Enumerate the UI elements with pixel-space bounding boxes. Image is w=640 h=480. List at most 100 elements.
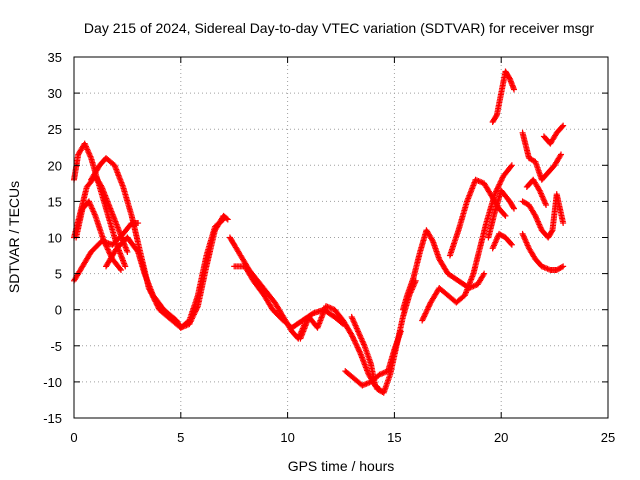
data-point <box>499 175 506 182</box>
data-point <box>355 347 362 354</box>
data-point <box>101 239 108 246</box>
data-point <box>560 220 567 227</box>
series-track-c <box>71 220 142 284</box>
y-tick-label: 25 <box>48 122 62 137</box>
data-point <box>496 181 503 188</box>
data-point <box>104 246 111 253</box>
data-point <box>507 240 514 247</box>
data-point <box>492 189 499 196</box>
y-tick-label: 30 <box>48 86 62 101</box>
series-track-o <box>485 187 518 241</box>
data-point <box>497 178 504 185</box>
data-point <box>349 333 356 340</box>
y-tick-label: 0 <box>55 303 62 318</box>
data-point <box>421 311 428 318</box>
data-point <box>560 263 567 270</box>
plot-frame <box>73 56 609 419</box>
data-point <box>122 263 129 270</box>
data-point <box>507 163 514 170</box>
data-point <box>502 212 509 219</box>
data-point <box>508 162 515 169</box>
data-point <box>557 152 564 159</box>
data-point <box>421 313 428 320</box>
data-points <box>71 68 567 396</box>
data-point <box>375 385 382 392</box>
y-tick-label: -15 <box>43 411 62 426</box>
series-track-t <box>523 176 550 209</box>
chart-title: Day 215 of 2024, Sidereal Day-to-day VTE… <box>84 20 594 36</box>
series-track-k <box>348 313 383 393</box>
data-point <box>353 341 360 348</box>
data-point <box>352 340 359 347</box>
data-point <box>104 245 111 252</box>
y-tick-label: 5 <box>55 267 62 282</box>
data-point <box>495 184 502 191</box>
x-axis-label: GPS time / hours <box>288 458 395 474</box>
y-tick-label: -5 <box>50 339 62 354</box>
series-track-q <box>489 68 518 125</box>
data-point <box>558 264 565 271</box>
data-point <box>548 228 555 235</box>
data-point <box>351 337 358 344</box>
x-tick-label: 5 <box>177 430 184 445</box>
y-tick-label: 10 <box>48 231 62 246</box>
data-point <box>480 271 487 278</box>
data-point <box>420 314 427 321</box>
data-point <box>494 185 501 192</box>
data-point <box>223 215 230 222</box>
x-tick-label: 25 <box>601 430 615 445</box>
data-point <box>511 205 518 212</box>
y-tick-label: 35 <box>48 50 62 65</box>
data-point <box>493 112 500 119</box>
grid <box>74 57 608 418</box>
y-axis-label: SDTVAR / TECUs <box>6 181 22 293</box>
data-point <box>355 345 362 352</box>
data-point <box>356 348 363 355</box>
data-point <box>558 151 565 158</box>
data-point <box>97 182 104 189</box>
data-point <box>481 270 488 277</box>
data-point <box>100 238 107 245</box>
data-point <box>376 386 383 393</box>
series-track-d <box>73 198 124 273</box>
data-point <box>102 242 109 249</box>
y-tick-label: 20 <box>48 158 62 173</box>
series-track-f <box>103 216 227 331</box>
data-point <box>106 249 113 256</box>
data-point <box>397 328 404 335</box>
data-point <box>105 247 112 254</box>
data-point <box>117 266 124 273</box>
data-point <box>493 188 500 195</box>
series-track-p <box>489 230 515 252</box>
data-point <box>348 331 355 338</box>
data-point <box>134 247 141 254</box>
series-track-u <box>519 230 567 273</box>
data-point <box>422 310 429 317</box>
data-point <box>508 241 515 248</box>
data-point <box>102 240 109 247</box>
series-track-v <box>540 122 567 147</box>
series-track-n <box>446 176 509 259</box>
y-tick-label: -10 <box>43 375 62 390</box>
series-track-h <box>231 263 347 331</box>
data-point <box>349 334 356 341</box>
data-point <box>510 204 517 211</box>
data-point <box>353 343 360 350</box>
data-point <box>117 265 124 272</box>
data-point <box>426 302 433 309</box>
x-tick-label: 15 <box>387 430 401 445</box>
data-point <box>419 317 426 324</box>
data-point <box>498 177 505 184</box>
series-track-s <box>519 191 567 241</box>
x-tick-label: 20 <box>494 430 508 445</box>
data-point <box>419 316 426 323</box>
data-point <box>501 211 508 218</box>
data-point <box>124 248 131 255</box>
data-point <box>219 217 226 224</box>
data-point <box>424 306 431 313</box>
data-point <box>560 122 567 129</box>
data-point <box>543 202 550 209</box>
series-track-r <box>519 129 565 183</box>
data-point <box>423 309 430 316</box>
